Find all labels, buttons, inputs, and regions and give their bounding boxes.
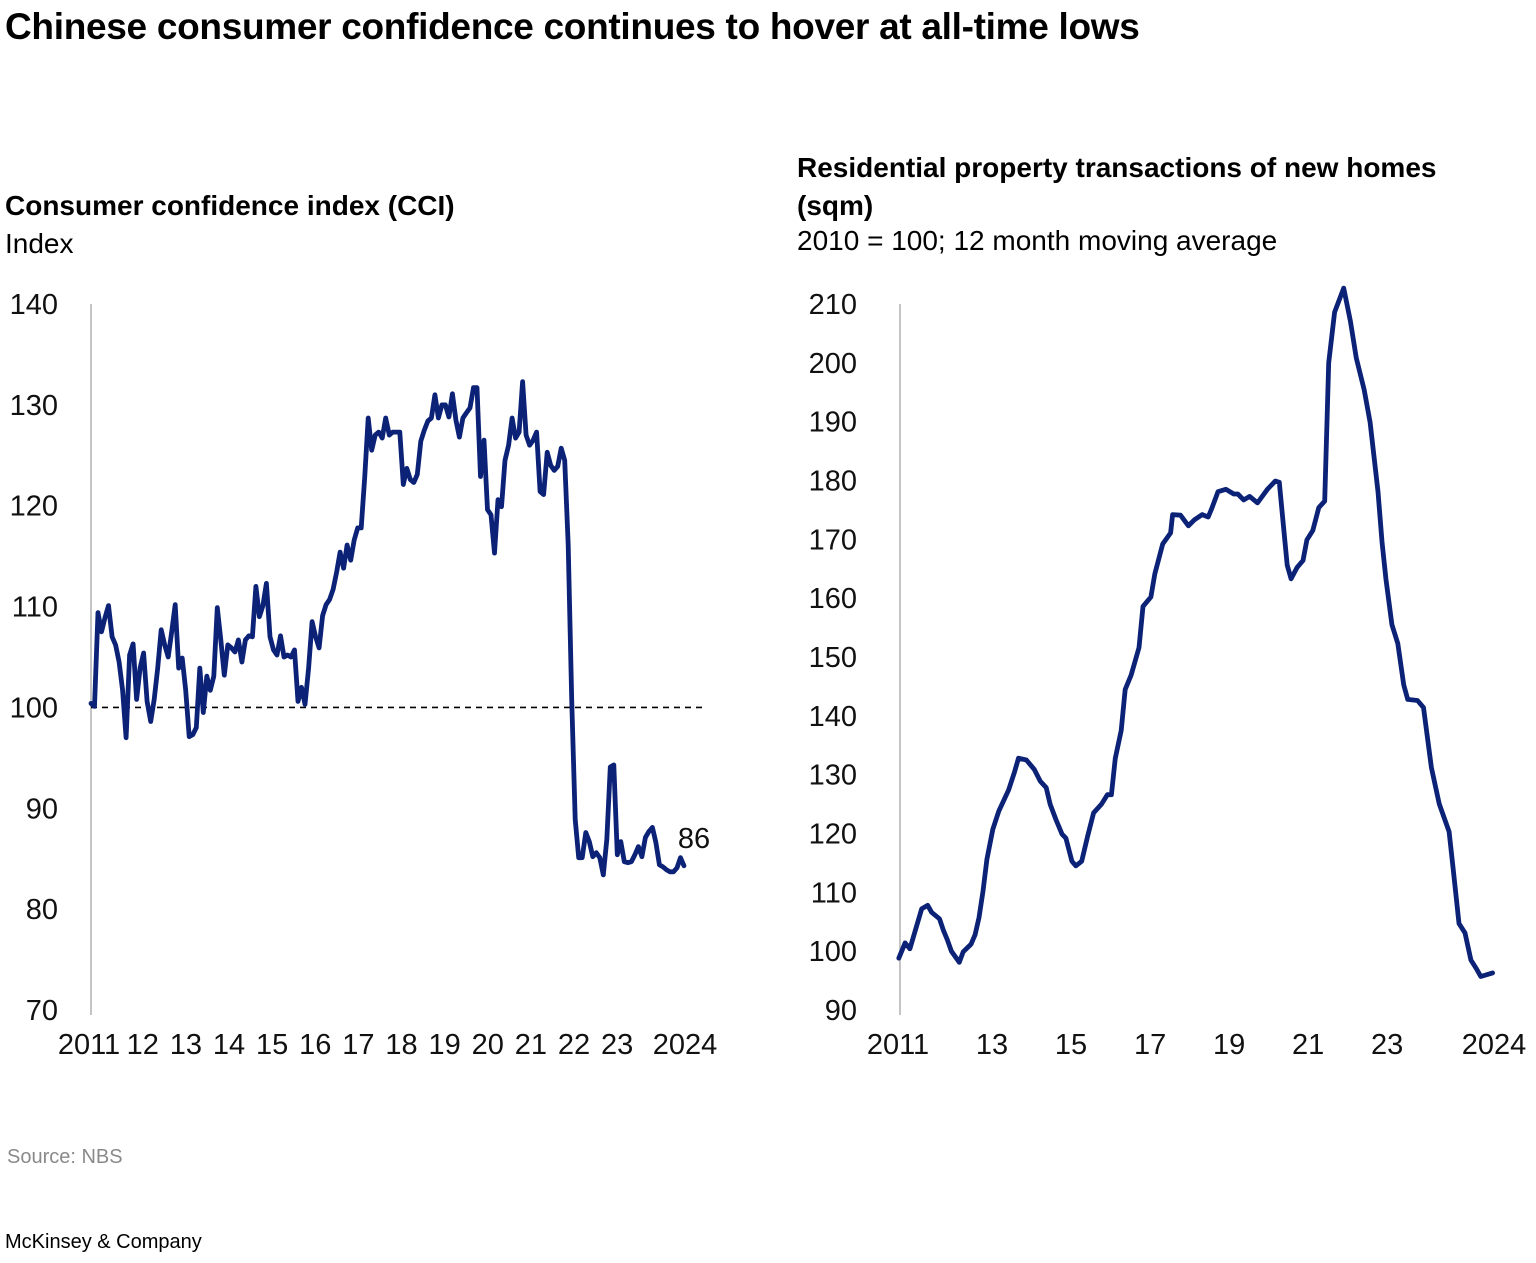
y-tick-label: 80 bbox=[26, 894, 58, 926]
y-tick-label: 160 bbox=[809, 583, 857, 615]
y-tick-label: 120 bbox=[809, 819, 857, 851]
brand-logo-text: McKinsey & Company bbox=[5, 1231, 202, 1253]
y-tick-label: 170 bbox=[809, 524, 857, 556]
left-chart-subtitle: Index bbox=[5, 228, 74, 259]
right-chart-title: Residential property transactions of new… bbox=[797, 152, 1437, 221]
x-tick-label: 17 bbox=[342, 1029, 374, 1061]
property-transactions-chart: 90 100 110 120 130 140 150 160 170 180 190 200 210 20… bbox=[809, 285, 1527, 1061]
y-tick-label: 100 bbox=[809, 936, 857, 968]
y-tick-label: 130 bbox=[10, 390, 58, 422]
x-tick-label: 14 bbox=[213, 1029, 245, 1061]
x-tick-label: 21 bbox=[515, 1029, 547, 1061]
y-tick-label: 200 bbox=[809, 348, 857, 380]
x-tick-label: 19 bbox=[1213, 1029, 1245, 1061]
x-tick-label: 19 bbox=[429, 1029, 461, 1061]
series-line bbox=[88, 379, 687, 878]
end-value-label: 86 bbox=[678, 823, 710, 855]
x-tick-label: 2011 bbox=[867, 1029, 929, 1061]
x-tick-label: 22 bbox=[558, 1029, 590, 1061]
x-tick-label: 2024 bbox=[653, 1029, 718, 1061]
y-tick-label: 180 bbox=[809, 466, 857, 498]
y-tick-label: 140 bbox=[809, 701, 857, 733]
x-tick-label: 17 bbox=[1134, 1029, 1166, 1061]
x-tick-label: 15 bbox=[1055, 1029, 1087, 1061]
x-tick-label: 23 bbox=[1371, 1029, 1403, 1061]
x-tick-label: 16 bbox=[299, 1029, 331, 1061]
cci-chart: 70 80 90 100 110 120 130 140 2011 12 13 14 15 16 17 18 1… bbox=[10, 289, 718, 1061]
y-tick-label: 140 bbox=[10, 289, 58, 321]
y-tick-label: 120 bbox=[10, 491, 58, 523]
y-tick-label: 210 bbox=[809, 289, 857, 321]
x-tick-label: 2011 bbox=[58, 1029, 120, 1061]
source-note: Source: NBS bbox=[7, 1146, 123, 1168]
y-tick-label: 70 bbox=[26, 995, 58, 1027]
page-title: Chinese consumer confidence continues to… bbox=[5, 6, 1140, 47]
y-tick-label: 150 bbox=[809, 642, 857, 674]
y-tick-label: 90 bbox=[825, 995, 857, 1027]
y-tick-label: 100 bbox=[10, 692, 58, 724]
left-chart-title: Consumer confidence index (CCI) bbox=[5, 190, 455, 221]
y-tick-label: 90 bbox=[26, 793, 58, 825]
x-tick-label: 13 bbox=[170, 1029, 202, 1061]
x-tick-label: 23 bbox=[601, 1029, 633, 1061]
x-tick-label: 18 bbox=[385, 1029, 417, 1061]
x-tick-label: 2024 bbox=[1462, 1029, 1527, 1061]
x-tick-label: 13 bbox=[976, 1029, 1008, 1061]
x-tick-label: 21 bbox=[1292, 1029, 1324, 1061]
series-line bbox=[896, 285, 1495, 979]
y-tick-label: 190 bbox=[809, 407, 857, 439]
right-chart-subtitle: 2010 = 100; 12 month moving average bbox=[797, 225, 1278, 256]
x-tick-label: 15 bbox=[256, 1029, 288, 1061]
x-tick-label: 12 bbox=[127, 1029, 159, 1061]
y-tick-label: 130 bbox=[809, 760, 857, 792]
y-tick-label: 110 bbox=[811, 877, 857, 909]
x-tick-label: 20 bbox=[472, 1029, 504, 1061]
y-tick-label: 110 bbox=[12, 592, 58, 624]
